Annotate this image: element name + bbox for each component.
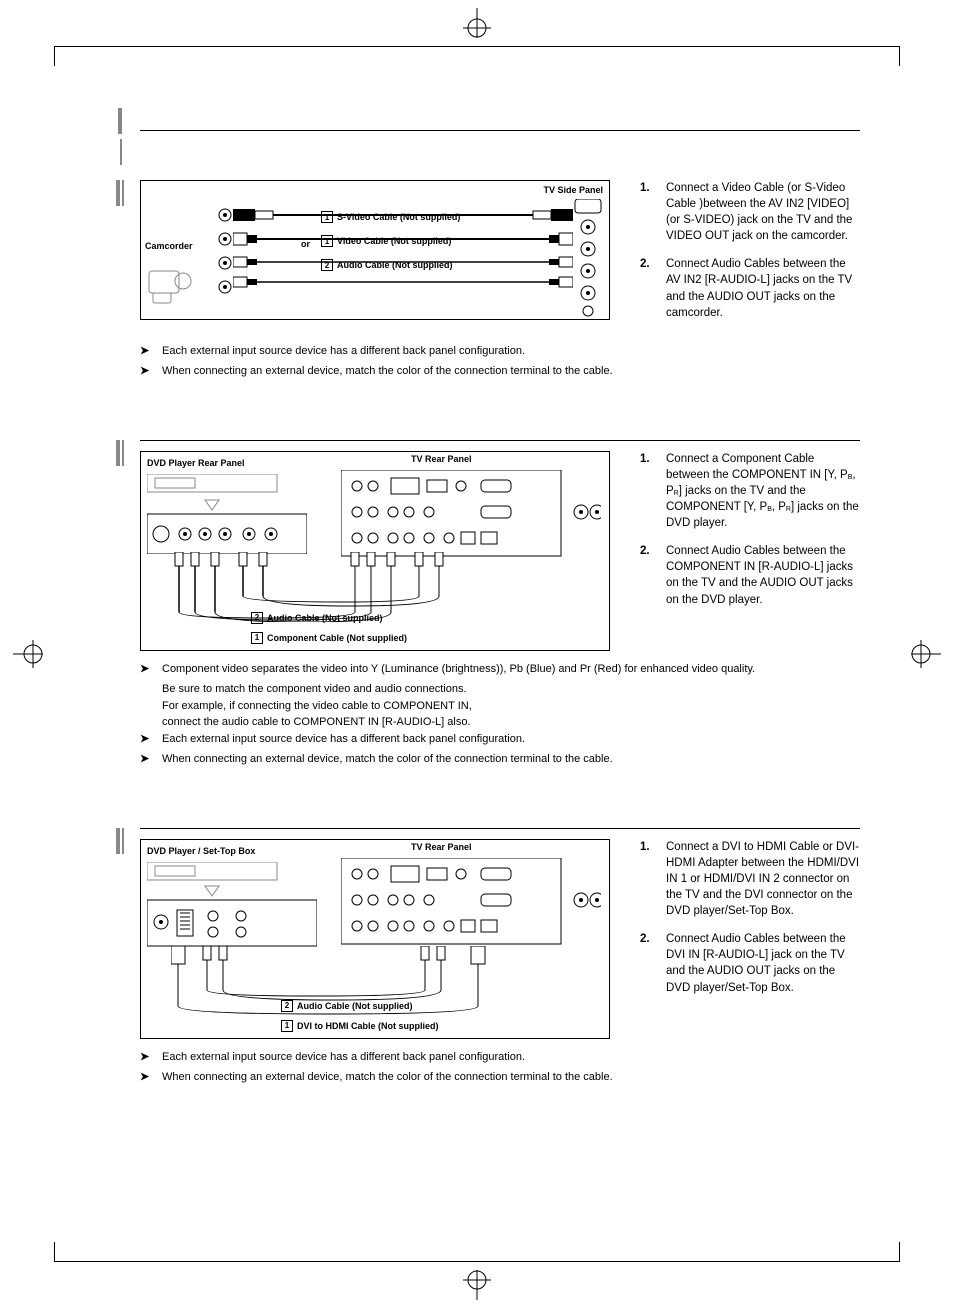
cable-label: 2Audio Cable (Not supplied) xyxy=(251,612,407,624)
step-item: 1.Connect a DVI to HDMI Cable or DVI-HDM… xyxy=(640,839,860,919)
section-dvi: DVD Player / Set-Top Box TV Rear Panel xyxy=(140,828,860,1086)
note-line: ➤When connecting an external device, mat… xyxy=(140,363,860,380)
diagram-camcorder: TV Side Panel Camcorder or xyxy=(140,180,610,320)
step-text: Connect a Component Cable between the CO… xyxy=(666,451,860,531)
note-arrow-icon: ➤ xyxy=(140,363,154,380)
page-header-rule xyxy=(140,130,860,131)
dvd-rear-panel xyxy=(147,474,307,554)
note-arrow-icon: ➤ xyxy=(140,1049,154,1066)
steps-camcorder: 1.Connect a Video Cable (or S-Video Cabl… xyxy=(640,180,860,333)
tv-side-jacks xyxy=(573,199,603,317)
note-arrow-icon: ➤ xyxy=(140,661,154,678)
frame-tick xyxy=(899,1242,900,1262)
frame-tick xyxy=(899,46,900,66)
diagram-dvi: DVD Player / Set-Top Box TV Rear Panel xyxy=(140,839,610,1039)
tv-side-panel-label: TV Side Panel xyxy=(543,185,603,195)
steps-dvi: 1.Connect a DVI to HDMI Cable or DVI-HDM… xyxy=(640,839,860,1008)
crop-mark-left xyxy=(13,634,43,674)
note-line: ➤When connecting an external device, mat… xyxy=(140,1069,860,1086)
note-line: ➤Each external input source device has a… xyxy=(140,731,860,748)
diagram-component: DVD Player Rear Panel TV Rear Panel xyxy=(140,451,610,651)
section-camcorder: TV Side Panel Camcorder or xyxy=(140,180,860,380)
notes-camcorder: ➤Each external input source device has a… xyxy=(140,343,860,380)
note-line: ➤Each external input source device has a… xyxy=(140,343,860,360)
note-arrow-icon: ➤ xyxy=(140,731,154,748)
page-frame-bottom xyxy=(54,1261,900,1262)
frame-tick xyxy=(54,1242,55,1262)
note-sub: Be sure to match the component video and… xyxy=(162,681,860,698)
cable-label: 2Audio Cable (Not supplied) xyxy=(321,259,460,271)
step-item: 2.Connect Audio Cables between the AV IN… xyxy=(640,256,860,320)
dvd-rear-label: DVD Player Rear Panel xyxy=(147,458,245,468)
step-item: 2.Connect Audio Cables between the COMPO… xyxy=(640,543,860,607)
section-component: DVD Player Rear Panel TV Rear Panel xyxy=(140,440,860,768)
steps-component: 1.Connect a Component Cable between the … xyxy=(640,451,860,620)
settop-label: DVD Player / Set-Top Box xyxy=(147,846,255,856)
step-item: 1.Connect a Video Cable (or S-Video Cabl… xyxy=(640,180,860,244)
cable-label: 1S-Video Cable (Not supplied) xyxy=(321,211,460,223)
section-marker xyxy=(116,828,126,854)
note-sub: connect the audio cable to COMPONENT IN … xyxy=(162,714,860,731)
step-item: 1.Connect a Component Cable between the … xyxy=(640,451,860,531)
section-marker xyxy=(116,180,126,206)
page-frame xyxy=(54,46,900,47)
cable-label: 1Video Cable (Not supplied) xyxy=(321,235,460,247)
note-arrow-icon: ➤ xyxy=(140,343,154,360)
tv-rear-panel xyxy=(341,858,601,948)
crop-mark-top xyxy=(457,8,497,38)
camcorder-jacks xyxy=(197,205,233,305)
tv-rear-panel xyxy=(341,470,601,560)
camcorder-label: Camcorder xyxy=(145,241,193,251)
note-line: ➤When connecting an external device, mat… xyxy=(140,751,860,768)
tv-rear-label: TV Rear Panel xyxy=(411,842,472,852)
crop-mark-right xyxy=(911,634,941,674)
cable-label: 1DVI to HDMI Cable (Not supplied) xyxy=(281,1020,439,1032)
step-item: 2.Connect Audio Cables between the DVI I… xyxy=(640,931,860,995)
cable-label: 1Component Cable (Not supplied) xyxy=(251,632,407,644)
page-header-vbar xyxy=(118,108,128,134)
note-arrow-icon: ➤ xyxy=(140,751,154,768)
camcorder-icon xyxy=(145,261,195,311)
notes-component: ➤Component video separates the video int… xyxy=(140,661,860,768)
settop-rear-panel xyxy=(147,862,317,948)
tv-rear-label: TV Rear Panel xyxy=(411,454,472,464)
note-sub: For example, if connecting the video cab… xyxy=(162,698,860,715)
notes-dvi: ➤Each external input source device has a… xyxy=(140,1049,860,1086)
note-line: ➤Component video separates the video int… xyxy=(140,661,860,678)
note-line: ➤Each external input source device has a… xyxy=(140,1049,860,1066)
cable-label: 2Audio Cable (Not supplied) xyxy=(281,1000,439,1012)
crop-mark-bottom xyxy=(457,1270,497,1300)
section-marker xyxy=(116,440,126,466)
note-arrow-icon: ➤ xyxy=(140,1069,154,1086)
frame-tick xyxy=(54,46,55,66)
